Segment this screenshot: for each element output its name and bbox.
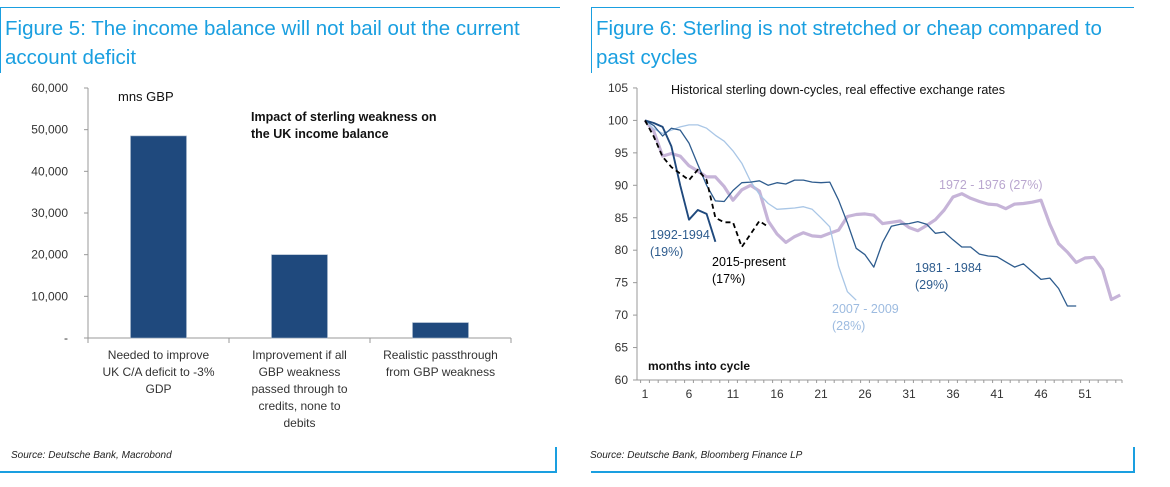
x-axis-label: months into cycle [648, 359, 750, 373]
chart-title-line: Impact of sterling weakness on [251, 110, 436, 124]
figure-6-title-frame: Figure 6: Sterling is not stretched or c… [591, 7, 1134, 73]
x-category-label: Improvement if all [252, 348, 347, 362]
y-tick-label: 60,000 [31, 81, 68, 95]
x-tick-label: 41 [990, 387, 1004, 401]
series-label: 2015-present [712, 255, 786, 269]
bar [130, 135, 187, 339]
x-tick-label: 31 [902, 387, 916, 401]
y-tick-label: 90 [615, 178, 629, 192]
figure-6-source-frame [591, 447, 1135, 473]
figure-5-title: Figure 5: The income balance will not ba… [5, 14, 520, 72]
unit-label: mns GBP [118, 89, 174, 104]
y-tick-label: 100 [608, 113, 628, 127]
x-tick-label: 16 [770, 387, 784, 401]
series-label: (28%) [832, 319, 865, 333]
x-category-label: credits, none to [258, 399, 340, 413]
y-tick-label: 105 [608, 81, 628, 95]
y-tick-label: 10,000 [31, 289, 68, 303]
y-tick-label: 75 [615, 276, 629, 290]
figure-5-title-frame: Figure 5: The income balance will not ba… [0, 7, 560, 73]
y-tick-label: 40,000 [31, 164, 68, 178]
series-line-1981 [644, 119, 1077, 307]
y-tick-label: 80 [615, 243, 629, 257]
x-tick-label: 1 [642, 387, 649, 401]
figure-5-source-frame [0, 447, 557, 473]
x-tick-label: 46 [1034, 387, 1048, 401]
series-label: (17%) [712, 272, 745, 286]
y-tick-label: 20,000 [31, 248, 68, 262]
y-tick-label: 70 [615, 308, 629, 322]
figure-5-source: Source: Deutsche Bank, Macrobond [11, 450, 172, 461]
figure-6-source: Source: Deutsche Bank, Bloomberg Finance… [590, 450, 803, 461]
figure-6-title-line-2: past cycles [596, 46, 698, 69]
bar [271, 254, 328, 339]
series-label: 1992-1994 [650, 228, 710, 242]
chart-title-line: the UK income balance [251, 127, 389, 141]
x-category-label: Needed to improve [108, 348, 210, 362]
figure-6-title: Figure 6: Sterling is not stretched or c… [596, 14, 1102, 72]
x-tick-label: 36 [946, 387, 960, 401]
figure-6-title-line-1: Figure 6: Sterling is not stretched or c… [596, 17, 1102, 40]
y-tick-label: 60 [615, 373, 629, 387]
figure-5-title-line-2: account deficit [5, 46, 137, 69]
bar-chart: - 10,000 20,000 30,000 40,000 50,000 60,000 Nee… [31, 81, 512, 430]
x-category-label: passed through to [251, 382, 347, 396]
x-category-label: UK C/A deficit to -3% [102, 365, 214, 379]
series-label: 2007 - 2009 [832, 302, 899, 316]
figure-6-panel: Figure 6: Sterling is not stretched or c… [585, 0, 1170, 487]
series-label: 1981 - 1984 [915, 261, 982, 275]
bar [412, 322, 469, 339]
figure-5-title-line-1: Figure 5: The income balance will not ba… [5, 17, 520, 40]
y-tick-label: 95 [615, 146, 629, 160]
x-category-label: GDP [145, 382, 171, 396]
series-line-2015present [644, 119, 769, 248]
x-category-label: from GBP weakness [386, 365, 495, 379]
y-tick-label: - [64, 331, 68, 345]
x-category-label: Realistic passthrough [383, 348, 498, 362]
series-label: (29%) [915, 278, 948, 292]
y-tick-label: 30,000 [31, 206, 68, 220]
figure-5-panel: Figure 5: The income balance will not ba… [0, 7, 560, 473]
chart-title: Historical sterling down-cycles, real ef… [671, 83, 1005, 97]
x-tick-label: 26 [858, 387, 872, 401]
x-tick-label: 11 [727, 387, 740, 401]
y-tick-label: 50,000 [31, 123, 68, 137]
x-category-label: GBP weakness [259, 365, 341, 379]
x-tick-label: 6 [686, 387, 693, 401]
x-tick-label: 51 [1078, 387, 1092, 401]
series-line-1972 [643, 119, 1121, 302]
x-tick-label: 21 [814, 387, 828, 401]
y-tick-label: 65 [615, 341, 629, 355]
x-category-label: debits [283, 416, 315, 430]
series-label: 1972 - 1976 (27%) [939, 178, 1043, 192]
series-line-2007 [644, 119, 857, 301]
y-tick-label: 85 [615, 211, 629, 225]
series-line-19921994 [644, 119, 717, 243]
series-label: (19%) [650, 245, 683, 259]
